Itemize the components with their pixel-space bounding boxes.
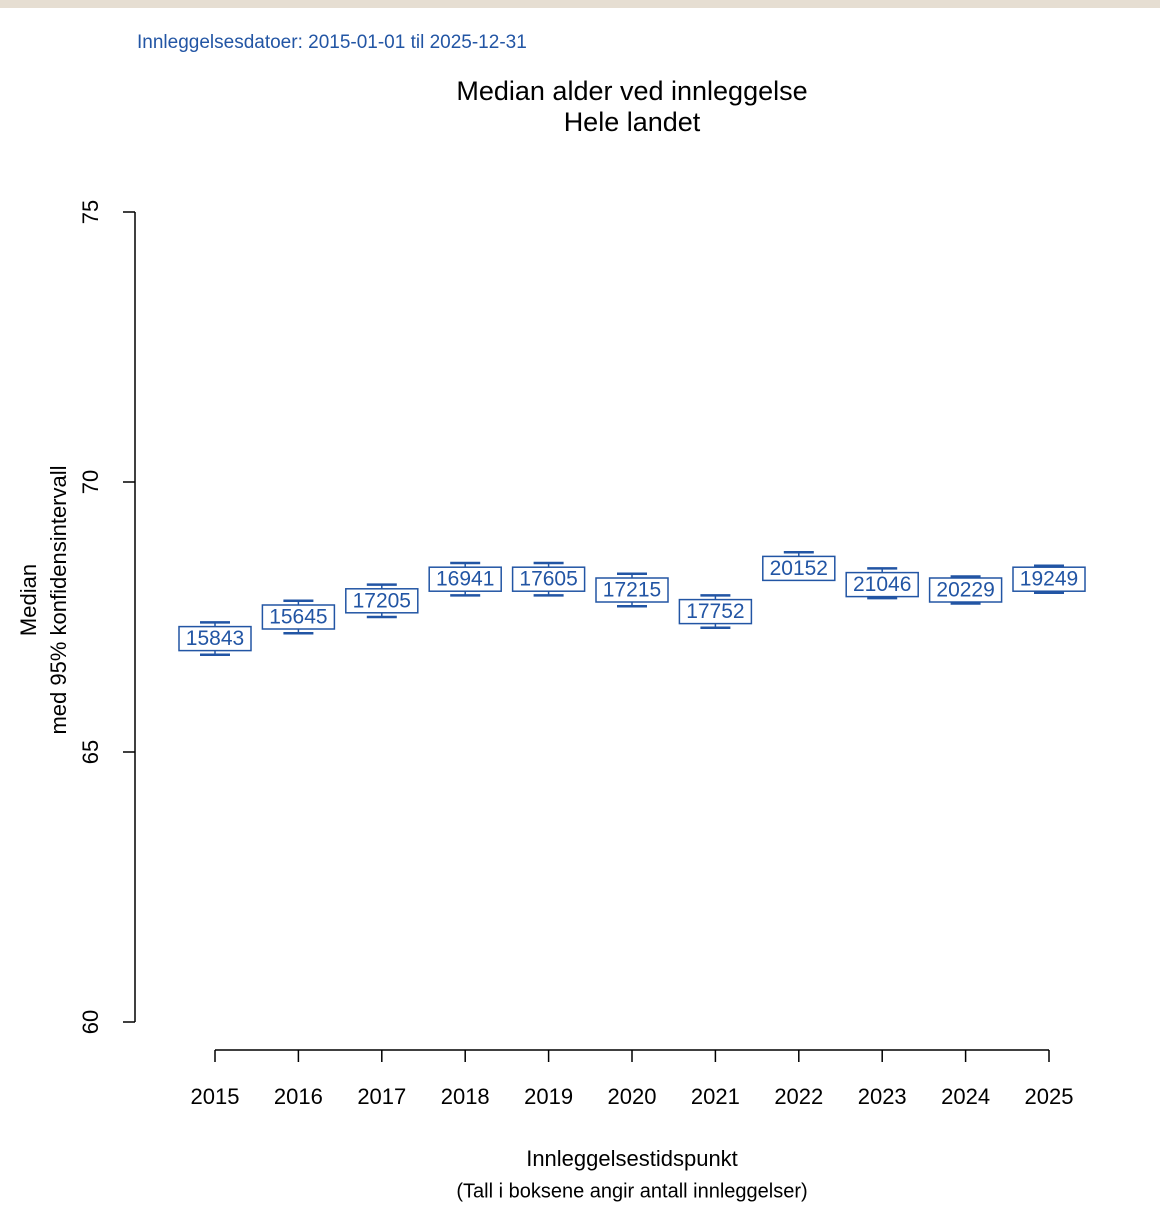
- y-axis-label: med 95% konfidensintervall: [46, 465, 71, 734]
- x-tick-label: 2017: [357, 1084, 406, 1109]
- x-tick-label: 2023: [858, 1084, 907, 1109]
- x-tick-label: 2024: [941, 1084, 990, 1109]
- x-tick-label: 2025: [1025, 1084, 1074, 1109]
- count-label: 21046: [853, 573, 911, 596]
- count-label: 19249: [1020, 568, 1078, 591]
- x-axis-note: (Tall i boksene angir antall innleggelse…: [456, 1180, 807, 1202]
- count-label: 17205: [353, 589, 411, 612]
- median-box: [261, 604, 336, 630]
- x-tick-label: 2022: [774, 1084, 823, 1109]
- count-label: 20152: [770, 557, 828, 580]
- subtitle: Innleggelsesdatoer: 2015-01-01 til 2025-…: [137, 32, 527, 53]
- x-tick-label: 2020: [608, 1084, 657, 1109]
- y-tick-label: 65: [78, 740, 103, 764]
- x-tick-label: 2018: [441, 1084, 490, 1109]
- x-tick-label: 2015: [191, 1084, 240, 1109]
- median-box: [762, 555, 836, 582]
- median-box: [345, 588, 419, 614]
- y-tick-label: 60: [78, 1010, 103, 1034]
- count-label: 20229: [936, 579, 994, 602]
- median-box: [511, 566, 586, 592]
- count-label: 15843: [186, 627, 244, 650]
- count-label: 15645: [269, 606, 327, 629]
- x-tick-label: 2019: [524, 1084, 573, 1109]
- chart-title: Median alder ved innleggelse: [456, 76, 807, 106]
- y-axis-label: Median: [16, 564, 41, 636]
- count-label: 17605: [519, 568, 577, 591]
- median-box: [928, 577, 1003, 603]
- median-box: [1012, 566, 1086, 592]
- count-label: 16941: [436, 568, 494, 591]
- median-box: [178, 625, 252, 652]
- y-tick-label: 70: [78, 470, 103, 494]
- median-box: [845, 571, 919, 598]
- median-box: [595, 577, 669, 603]
- count-label: 17215: [603, 579, 661, 602]
- x-tick-label: 2016: [274, 1084, 323, 1109]
- x-tick-label: 2021: [691, 1084, 740, 1109]
- count-label: 17752: [686, 600, 744, 623]
- y-tick-label: 75: [78, 200, 103, 224]
- median-box: [678, 598, 753, 625]
- x-axis-label: Innleggelsestidspunkt: [526, 1146, 738, 1171]
- median-box: [428, 566, 502, 592]
- top-strip: [0, 0, 1160, 8]
- chart-title: Hele landet: [564, 107, 701, 137]
